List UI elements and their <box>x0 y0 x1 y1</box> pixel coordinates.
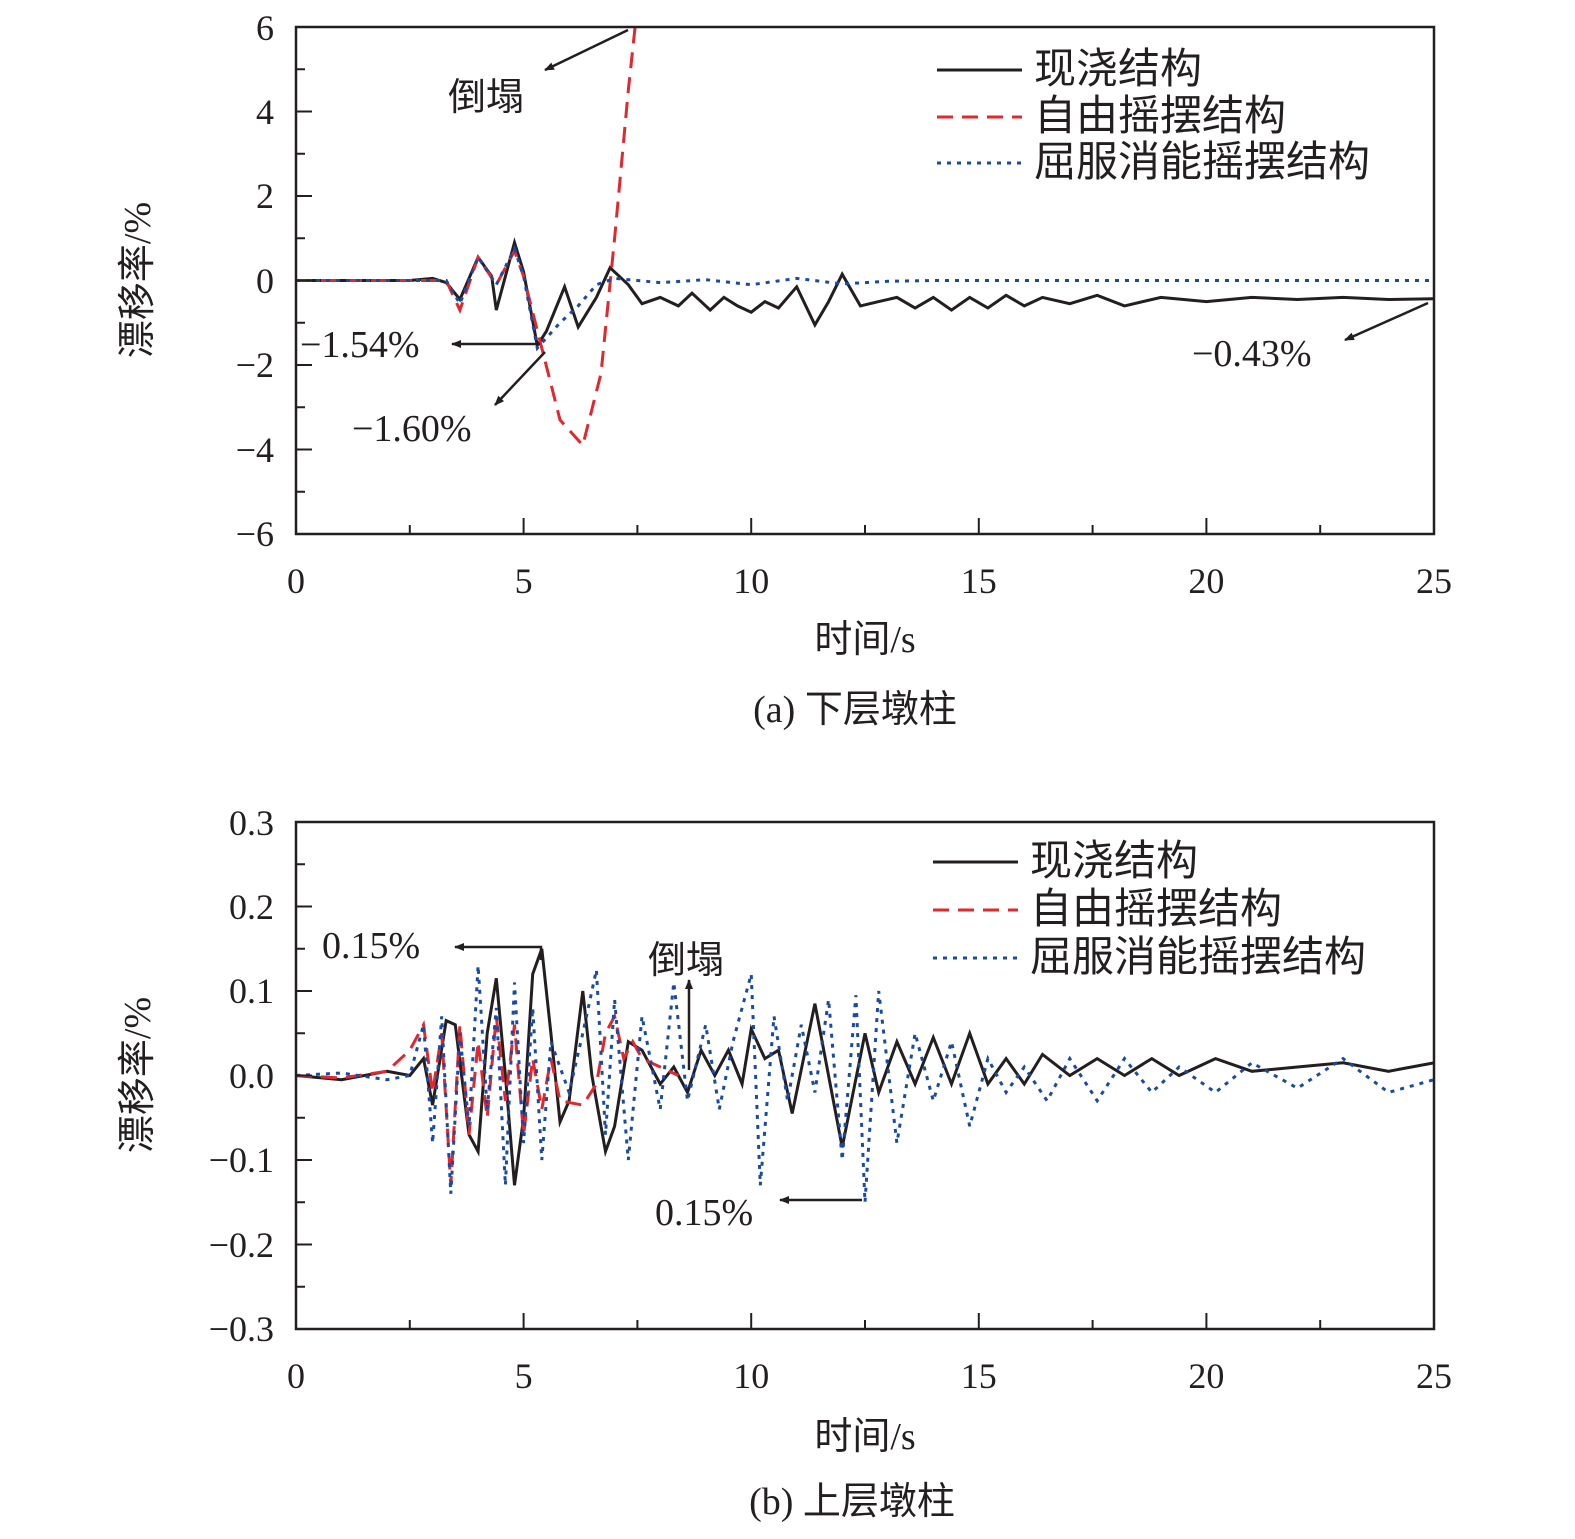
annot-a-peak-1: −1.54% <box>300 324 420 366</box>
chart-b-xtick-20: 20 <box>1188 1356 1224 1396</box>
chart-a-xtick-0: 0 <box>287 561 305 601</box>
annot-a-collapse: 倒塌 <box>448 77 524 119</box>
chart-a-xtick-15: 15 <box>961 561 997 601</box>
legend-a-label-yield-rocking: 屈服消能摇摆结构 <box>1034 140 1370 186</box>
chart-a-ytick-neg4: −4 <box>236 430 274 470</box>
chart-a-xtick-20: 20 <box>1188 561 1224 601</box>
chart-a-ticks <box>295 26 1435 535</box>
chart-b: 0 5 10 15 20 25 −0.3 −0.2 −0.1 0.0 0.1 0… <box>117 803 1452 1523</box>
chart-b-xtick-10: 10 <box>733 1356 769 1396</box>
annot-a-residual-arrow <box>1344 301 1429 342</box>
chart-a-line-yield-rocking <box>296 244 1434 352</box>
chart-b-caption: (b) 上层墩柱 <box>749 1481 955 1523</box>
chart-a-ytick-2: 2 <box>256 176 274 216</box>
chart-b-ytick-neg01: −0.1 <box>209 1140 274 1180</box>
chart-a-ytick-neg2: −2 <box>236 345 274 385</box>
legend-b-label-free-rocking: 自由摇摆结构 <box>1030 887 1282 933</box>
chart-a-xtick-25: 25 <box>1416 561 1452 601</box>
chart-b-xtick-5: 5 <box>515 1356 533 1396</box>
chart-b-ticks <box>295 821 1435 1330</box>
annot-b-peak-lower: 0.15% <box>655 1192 753 1234</box>
chart-a-ytick-0: 0 <box>256 261 274 301</box>
chart-b-line-yield-rocking <box>296 965 1434 1203</box>
chart-b-ytick-03: 0.3 <box>229 803 274 843</box>
chart-b-line-cast-in-place <box>296 948 1434 1186</box>
chart-b-xlabel: 时间/s <box>814 1416 915 1458</box>
chart-b-ytick-00: 0.0 <box>229 1056 274 1096</box>
legend-a-label-free-rocking: 自由摇摆结构 <box>1034 94 1286 140</box>
chart-b-xtick-25: 25 <box>1416 1356 1452 1396</box>
chart-a-ytick-4: 4 <box>256 92 274 132</box>
chart-b-xtick-0: 0 <box>287 1356 305 1396</box>
chart-b-xtick-15: 15 <box>961 1356 997 1396</box>
annot-a-residual: −0.43% <box>1192 333 1312 375</box>
chart-b-ylabel: 漂移率/% <box>117 997 159 1153</box>
annot-b-peak-upper: 0.15% <box>322 925 420 967</box>
annot-a-collapse-arrow <box>544 28 629 72</box>
legend-a-label-cast-in-place: 现浇结构 <box>1034 47 1202 93</box>
chart-a: 0 5 10 15 20 25 −6 −4 −2 0 2 4 6 漂移率/% 时… <box>117 8 1452 731</box>
chart-b-ytick-neg02: −0.2 <box>209 1225 274 1265</box>
chart-a-line-cast-in-place <box>296 237 1434 350</box>
chart-b-ytick-01: 0.1 <box>229 971 274 1011</box>
chart-a-series <box>296 27 1434 449</box>
chart-a-caption: (a) 下层墩柱 <box>753 689 957 731</box>
chart-a-xlabel: 时间/s <box>814 619 915 661</box>
chart-a-legend: 现浇结构 自由摇摆结构 屈服消能摇摆结构 <box>937 47 1370 186</box>
annot-a-peak-2: −1.60% <box>352 408 472 450</box>
chart-a-ytick-neg6: −6 <box>236 514 274 554</box>
annot-a-peak-2-arrow <box>494 351 546 406</box>
annot-b-collapse: 倒塌 <box>648 940 724 982</box>
chart-a-annotations: 倒塌 −1.54% −1.60% −0.43% <box>300 28 1429 450</box>
chart-b-legend: 现浇结构 自由摇摆结构 屈服消能摇摆结构 <box>933 839 1366 981</box>
annot-b-peak-upper-arrow <box>454 943 543 960</box>
chart-a-ylabel: 漂移率/% <box>117 202 159 358</box>
chart-b-ytick-neg03: −0.3 <box>209 1309 274 1349</box>
legend-b-label-cast-in-place: 现浇结构 <box>1030 839 1198 885</box>
chart-a-xtick-10: 10 <box>733 561 769 601</box>
chart-b-annotations: 0.15% 倒塌 0.15% <box>322 925 862 1234</box>
chart-b-series <box>296 948 1434 1203</box>
legend-b-label-yield-rocking: 屈服消能摇摆结构 <box>1030 935 1366 981</box>
chart-a-xtick-5: 5 <box>515 561 533 601</box>
chart-b-ytick-02: 0.2 <box>229 887 274 927</box>
chart-a-ytick-6: 6 <box>256 8 274 48</box>
